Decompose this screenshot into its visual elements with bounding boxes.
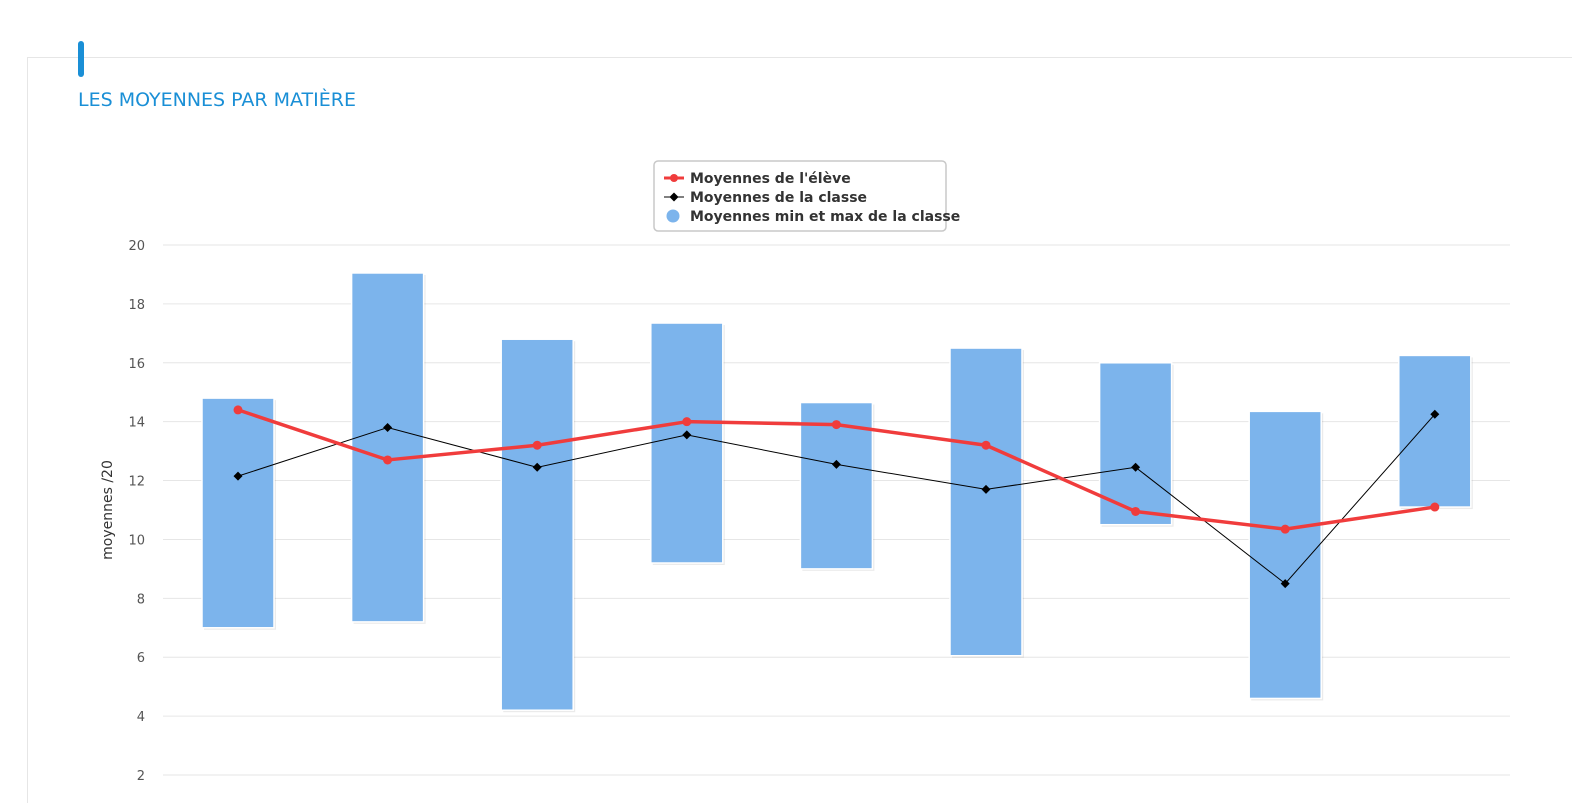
range-bars bbox=[201, 272, 1473, 713]
range-bar[interactable] bbox=[500, 338, 574, 711]
legend-item-range[interactable]: Moyennes min et max de la classe bbox=[666, 209, 961, 225]
legend-item-student[interactable]: Moyennes de l'élève bbox=[664, 171, 851, 187]
legend-student-label: Moyennes de l'élève bbox=[690, 171, 851, 187]
class-average-point[interactable] bbox=[1280, 579, 1290, 589]
y-tick-label: 12 bbox=[128, 475, 145, 490]
student-average-point[interactable] bbox=[1131, 506, 1141, 516]
legend-class-label: Moyennes de la classe bbox=[690, 190, 867, 206]
student-average-point[interactable] bbox=[831, 420, 841, 430]
student-average-point[interactable] bbox=[383, 455, 393, 465]
range-bar[interactable] bbox=[1098, 362, 1173, 526]
y-tick-label: 2 bbox=[137, 769, 145, 784]
legend-class-marker-icon bbox=[669, 192, 679, 202]
title-accent-bar bbox=[78, 41, 84, 77]
y-axis: moyennes /20 2 4 6 8 10 12 14 16 18 20 bbox=[100, 239, 145, 784]
y-tick-label: 14 bbox=[128, 416, 145, 431]
student-average-point[interactable] bbox=[532, 440, 542, 450]
student-average-point[interactable] bbox=[1280, 524, 1290, 534]
range-bar[interactable] bbox=[201, 397, 275, 629]
student-average-point[interactable] bbox=[682, 417, 692, 427]
range-bar[interactable] bbox=[350, 272, 425, 623]
y-tick-label: 4 bbox=[137, 710, 145, 725]
student-average-point[interactable] bbox=[1430, 502, 1440, 512]
y-tick-label: 10 bbox=[128, 533, 145, 548]
y-tick-label: 16 bbox=[128, 357, 145, 372]
range-bar[interactable] bbox=[650, 322, 724, 564]
range-bar[interactable] bbox=[1398, 354, 1472, 508]
class-average-point[interactable] bbox=[383, 423, 393, 433]
legend-range-marker-icon bbox=[666, 209, 680, 223]
section-title: LES MOYENNES PAR MATIÈRE bbox=[78, 89, 356, 111]
y-tick-label: 6 bbox=[137, 651, 145, 666]
student-average-point[interactable] bbox=[233, 405, 243, 415]
class-average-point[interactable] bbox=[1430, 409, 1440, 419]
class-average-point[interactable] bbox=[1131, 462, 1141, 472]
legend-range-label: Moyennes min et max de la classe bbox=[690, 209, 960, 225]
series-lines bbox=[233, 405, 1440, 589]
class-average-point[interactable] bbox=[981, 484, 991, 494]
class-average-point[interactable] bbox=[233, 471, 243, 481]
class-average-point[interactable] bbox=[831, 459, 841, 469]
y-tick-label: 18 bbox=[128, 298, 145, 313]
student-average-point[interactable] bbox=[981, 440, 991, 450]
range-bar[interactable] bbox=[1248, 410, 1322, 700]
class-average-point[interactable] bbox=[532, 462, 542, 472]
range-bar[interactable] bbox=[799, 401, 874, 570]
legend-item-class[interactable]: Moyennes de la classe bbox=[664, 190, 867, 206]
range-bar[interactable] bbox=[949, 347, 1023, 657]
legend-box bbox=[653, 160, 947, 232]
class-average-point[interactable] bbox=[682, 430, 692, 440]
legend-student-marker-icon bbox=[670, 174, 678, 182]
y-tick-label: 8 bbox=[137, 592, 145, 607]
y-tick-label: 20 bbox=[128, 239, 145, 254]
chart-legend[interactable]: Moyennes de l'élève Moyennes de la class… bbox=[653, 160, 961, 232]
y-axis-title: moyennes /20 bbox=[100, 460, 116, 560]
